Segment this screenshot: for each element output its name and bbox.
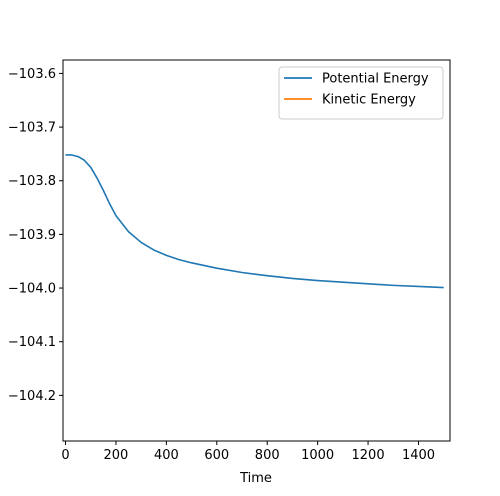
legend: Potential Energy Kinetic Energy [278,66,444,120]
y-tick-label: −104.1 [8,335,56,350]
x-tick-label: 400 [154,448,179,463]
y-tick-label: −104.2 [8,389,56,404]
series-line-0 [65,154,444,289]
x-axis-label: Time [239,471,272,486]
x-tick-label: 1200 [352,448,385,463]
y-tick-label: −103.8 [8,174,56,189]
plot-layer [65,154,444,289]
x-tick-label: 800 [255,448,280,463]
y-tick-label: −103.9 [8,228,56,243]
x-tick-label: 600 [204,448,229,463]
x-axis-ticks: 0 200 400 600 800 1000 1200 1400 [61,441,435,463]
x-tick-label: 0 [61,448,69,463]
y-tick-label: −103.6 [8,67,56,82]
legend-label: Potential Energy [322,72,429,87]
x-tick-label: 1000 [301,448,334,463]
legend-label: Kinetic Energy [322,93,416,108]
legend-box [278,66,444,120]
x-tick-label: 1400 [402,448,435,463]
y-axis-ticks: −103.6 −103.7 −103.8 −103.9 −104.0 −104.1 −104… [8,67,63,404]
y-tick-label: −103.7 [8,121,56,136]
x-tick-label: 200 [104,448,129,463]
y-tick-label: −104.0 [8,282,56,297]
plot-frame [62,59,451,442]
